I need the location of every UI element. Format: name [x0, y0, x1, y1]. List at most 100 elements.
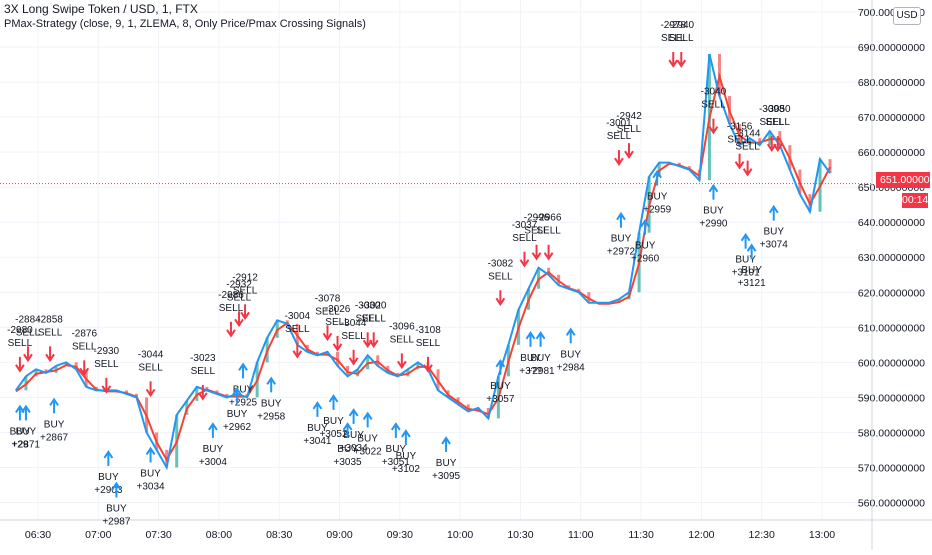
- sell-arrow-icon: [624, 150, 634, 159]
- sell-signal-label: SELL: [766, 117, 791, 128]
- buy-signal-label: BUY: [307, 423, 328, 434]
- sell-signal-label: SELL: [512, 233, 537, 244]
- y-tick-label: 660.00000000: [858, 147, 925, 159]
- sell-arrow-icon: [234, 318, 244, 328]
- x-tick-label: 12:30: [749, 529, 775, 541]
- sell-signal-label: SELL: [315, 306, 340, 317]
- buy-arrow-icon: [145, 446, 156, 455]
- buy-arrow-icon: [328, 394, 339, 403]
- x-tick-label: 08:30: [266, 529, 292, 541]
- sell-signal-label: -2884: [15, 314, 41, 325]
- buy-signal-label: +3051: [382, 457, 411, 468]
- sell-arrow-icon: [322, 332, 333, 342]
- buy-signal-label: BUY: [261, 398, 282, 409]
- sell-signal-label: -3037: [512, 220, 538, 231]
- buy-signal-label: +2903: [94, 485, 123, 496]
- sell-signal-label: SELL: [94, 359, 119, 370]
- sell-signal-label: -2912: [232, 272, 258, 283]
- symbol-title[interactable]: 3X Long Swipe Token / USD, 1, FTX: [4, 2, 198, 16]
- sell-signal-label: -2978: [660, 20, 686, 31]
- buy-signal-label: +2962: [223, 422, 252, 433]
- sell-signal-label: SELL: [285, 324, 310, 335]
- sell-signal-label: SELL: [416, 338, 441, 349]
- buy-signal-label: +3034: [340, 443, 369, 454]
- sell-signal-label: SELL: [16, 327, 41, 338]
- sell-arrow-icon: [332, 343, 343, 352]
- sell-arrow-icon: [240, 311, 250, 321]
- chart-legend: 3X Long Swipe Token / USD, 1, FTX PMax-S…: [4, 2, 366, 32]
- y-tick-label: 630.00000000: [858, 252, 925, 264]
- buy-signal-label: +2867: [40, 432, 69, 443]
- buy-arrow-icon: [103, 450, 114, 459]
- bar-countdown-label: 00:14: [902, 193, 929, 208]
- sell-arrow-icon: [742, 168, 753, 177]
- sell-signal-label: SELL: [8, 338, 33, 349]
- sell-signal-label: SELL: [361, 313, 386, 324]
- buy-arrow-icon: [441, 436, 451, 445]
- price-candle: [325, 351, 329, 356]
- sell-signal-label: SELL: [38, 327, 63, 338]
- y-tick-label: 580.00000000: [858, 427, 925, 439]
- buy-arrow-icon: [232, 387, 242, 396]
- x-tick-label: 11:00: [568, 529, 594, 541]
- x-tick-label: 09:30: [387, 529, 413, 541]
- sell-signal-label: SELL: [760, 117, 785, 128]
- indicator-label[interactable]: PMax-Strategy (close, 9, 1, ZLEMA, 8, On…: [4, 18, 366, 30]
- buy-signal-label: +3041: [303, 436, 332, 447]
- sell-signal-label: -2940: [668, 20, 694, 31]
- buy-signal-label: BUY: [233, 384, 254, 395]
- buy-signal-label: BUY: [436, 458, 457, 469]
- buy-arrow-icon: [652, 169, 662, 179]
- sell-signal-label: SELL: [488, 271, 513, 282]
- sell-arrow-icon: [362, 339, 373, 349]
- sell-arrow-icon: [348, 357, 359, 366]
- sell-signal-label: -3108: [415, 325, 441, 336]
- buy-arrow-icon: [565, 327, 576, 336]
- buy-signal-label: +2925: [229, 397, 258, 408]
- buy-signal-label: BUY: [560, 349, 581, 360]
- buy-signal-label: +2981: [527, 366, 556, 377]
- buy-signal-label: BUY: [337, 444, 358, 455]
- sell-signal-label: -3030: [355, 300, 381, 311]
- sell-signal-label: SELL: [355, 313, 380, 324]
- sell-arrow-icon: [531, 252, 542, 261]
- sell-arrow-icon: [198, 392, 208, 401]
- x-tick-label: 10:00: [447, 529, 473, 541]
- buy-signal-label: BUY: [611, 234, 632, 245]
- sell-arrow-icon: [668, 59, 679, 68]
- buy-signal-label: BUY: [98, 472, 119, 483]
- y-tick-label: 560.00000000: [858, 497, 925, 509]
- sell-arrow-icon: [226, 329, 236, 338]
- sell-signal-label: -2986: [218, 290, 244, 301]
- sell-signal-label: -3098: [759, 104, 785, 115]
- sell-signal-label: SELL: [701, 100, 726, 111]
- buy-signal-label: +2959: [643, 205, 672, 216]
- buy-signal-label: BUY: [203, 444, 224, 455]
- buy-arrow-icon: [495, 359, 506, 368]
- sell-signal-label: -3044: [341, 318, 367, 329]
- sell-signal-label: SELL: [227, 292, 252, 303]
- sell-arrow-icon: [423, 364, 433, 373]
- buy-arrow-icon: [616, 211, 626, 221]
- buy-arrow-icon: [348, 408, 359, 417]
- currency-badge[interactable]: USD: [893, 7, 921, 25]
- sell-signal-label: -2996: [524, 213, 550, 224]
- buy-signal-label: +3101: [732, 268, 761, 279]
- buy-signal-label: BUY: [323, 416, 344, 427]
- buy-arrow-icon: [266, 376, 277, 385]
- buy-signal-label: +2990: [699, 219, 728, 230]
- sell-arrow-icon: [772, 143, 783, 152]
- buy-signal-label: +3??: [519, 366, 542, 377]
- sell-arrow-icon: [676, 59, 687, 68]
- buy-signal-label: +29: [11, 439, 28, 450]
- buy-signal-label: +3035: [334, 457, 363, 468]
- buy-signal-label: BUY: [490, 381, 511, 392]
- buy-signal-label: +2972: [607, 247, 636, 258]
- sell-signal-label: SELL: [607, 131, 632, 142]
- buy-signal-label: +2987: [102, 516, 131, 527]
- buy-signal-label: +3102: [392, 464, 421, 475]
- sell-signal-label: SELL: [661, 33, 686, 44]
- sell-signal-label: -3020: [361, 300, 387, 311]
